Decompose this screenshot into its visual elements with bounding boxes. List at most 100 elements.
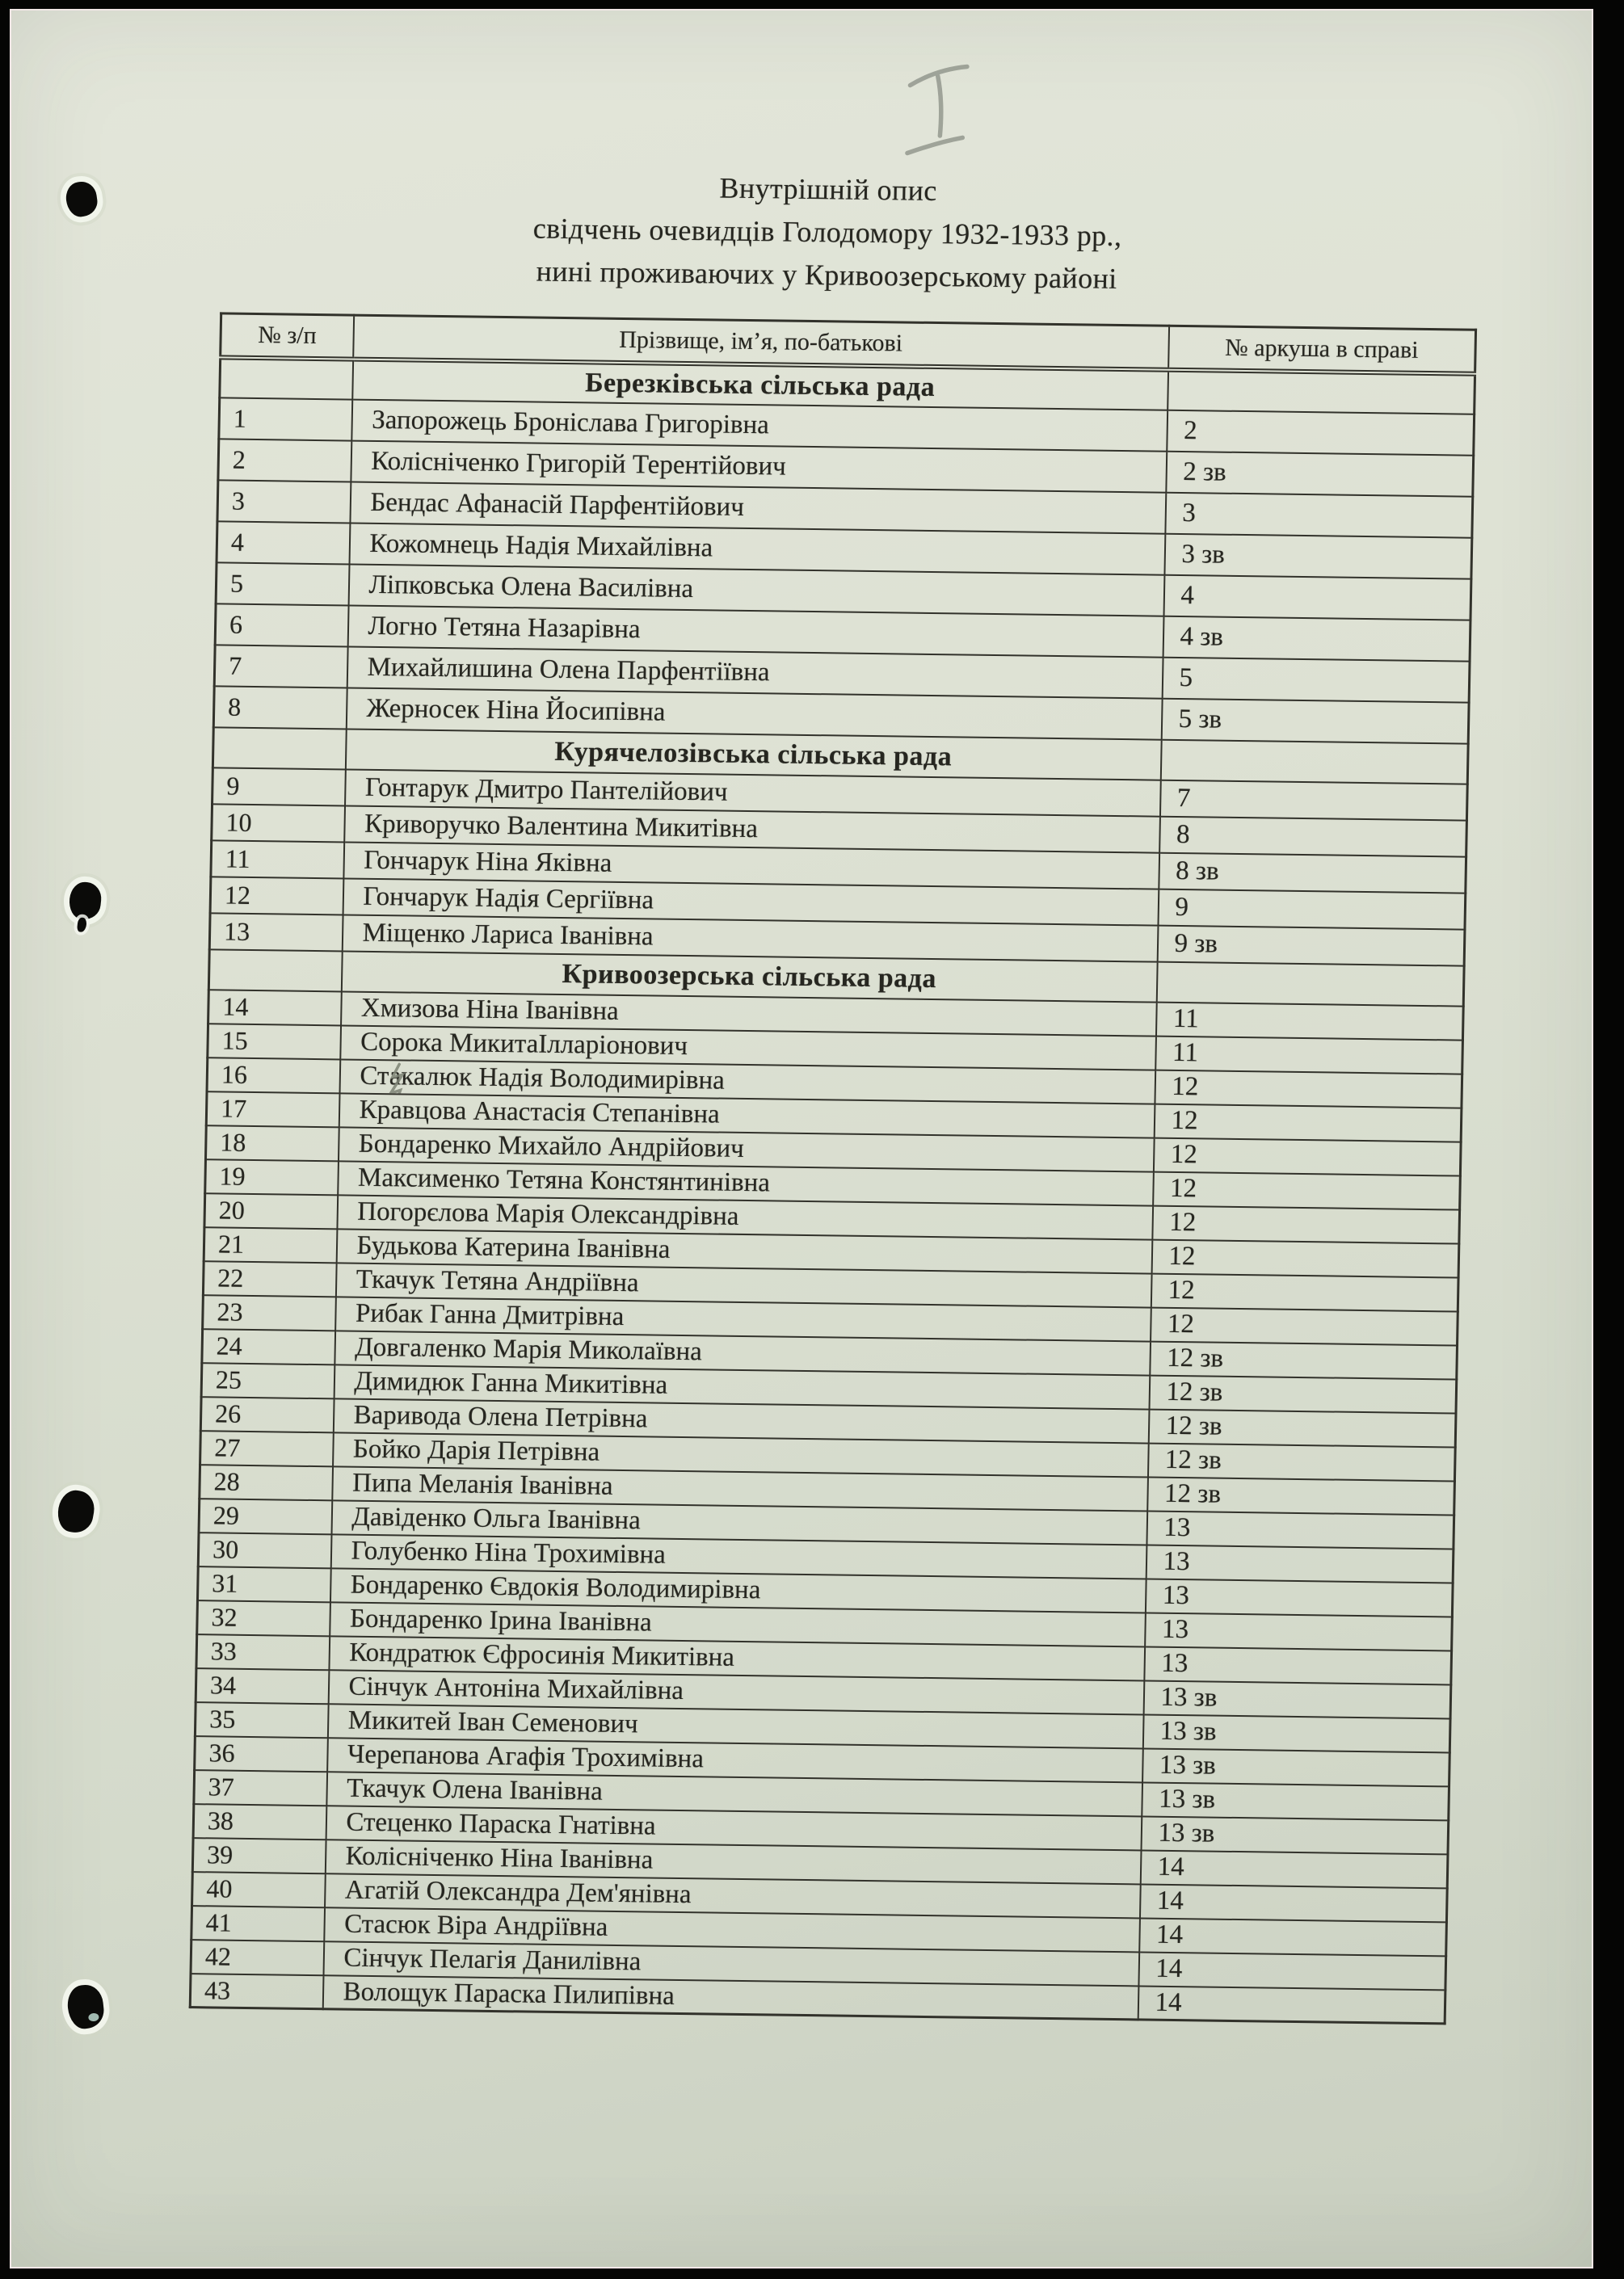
sheet-number-cell: 13 зв <box>1143 1680 1451 1718</box>
row-number-cell: 43 <box>190 1973 324 2009</box>
row-number-cell: 18 <box>205 1125 339 1161</box>
sheet-number-cell: 3 <box>1164 492 1473 538</box>
section-empty-cell <box>219 356 353 400</box>
sheet-number-cell: 4 зв <box>1163 616 1470 662</box>
row-number-cell: 8 <box>213 685 347 729</box>
row-number-cell: 31 <box>197 1566 331 1602</box>
sheet-number-cell: 13 <box>1144 1613 1453 1650</box>
sheet-number-cell: 5 зв <box>1161 698 1470 744</box>
page-content: Внутрішній опис свідчень очевидців Голод… <box>11 11 1592 2267</box>
row-number-cell: 22 <box>203 1260 337 1297</box>
row-number-cell: 16 <box>207 1057 340 1093</box>
col-header-row-number: № з/п <box>220 313 354 360</box>
sheet-number-cell: 8 зв <box>1158 852 1466 894</box>
row-number-cell: 30 <box>198 1532 332 1568</box>
row-number-cell: 40 <box>191 1871 326 1907</box>
row-number-cell: 15 <box>207 1023 341 1059</box>
row-number-cell: 34 <box>196 1667 329 1704</box>
sheet-number-cell: 12 <box>1151 1205 1460 1244</box>
section-empty-cell <box>1160 739 1469 784</box>
row-number-cell: 39 <box>192 1837 326 1873</box>
sheet-number-cell: 12 <box>1151 1273 1459 1312</box>
row-number-cell: 28 <box>199 1464 333 1500</box>
row-number-cell: 23 <box>202 1294 336 1331</box>
row-number-cell: 36 <box>194 1735 328 1772</box>
sheet-number-cell: 13 зв <box>1141 1815 1449 1854</box>
row-number-cell: 20 <box>204 1192 338 1229</box>
sheet-number-cell: 13 <box>1146 1511 1454 1549</box>
sheet-number-cell: 8 <box>1159 816 1467 857</box>
section-empty-cell <box>208 948 343 991</box>
row-number-cell: 19 <box>204 1158 339 1195</box>
row-number-cell: 4 <box>217 520 350 565</box>
sheet-number-cell: 9 <box>1157 889 1466 930</box>
row-number-cell: 41 <box>191 1905 325 1941</box>
row-number-cell: 33 <box>196 1634 330 1670</box>
row-number-cell: 14 <box>208 989 342 1025</box>
sheet-number-cell: 7 <box>1159 780 1468 821</box>
sheet-number-cell: 14 <box>1139 1883 1448 1922</box>
row-number-cell: 12 <box>210 876 343 915</box>
sheet-number-cell: 12 <box>1153 1137 1462 1176</box>
sheet-number-cell: 3 зв <box>1163 533 1472 579</box>
paper-sheet: Внутрішній опис свідчень очевидців Голод… <box>10 9 1593 2268</box>
sheet-number-cell: 2 зв <box>1165 451 1474 497</box>
row-number-cell: 42 <box>191 1939 324 1975</box>
sheet-number-cell: 13 зв <box>1142 1747 1450 1786</box>
row-number-cell: 13 <box>209 912 343 951</box>
sheet-number-cell: 12 зв <box>1149 1341 1458 1380</box>
row-number-cell: 7 <box>214 644 348 687</box>
sheet-number-cell: 14 <box>1138 1951 1446 1990</box>
row-number-cell: 3 <box>217 479 351 523</box>
handwritten-roman-numeral-one <box>905 64 970 156</box>
sheet-number-cell: 13 зв <box>1142 1713 1451 1752</box>
row-number-cell: 26 <box>200 1396 334 1432</box>
row-number-cell: 2 <box>217 438 351 482</box>
row-number-cell: 5 <box>216 561 350 606</box>
sheet-number-cell: 2 <box>1166 410 1475 456</box>
row-number-cell: 35 <box>195 1701 329 1738</box>
sheet-number-cell: 13 <box>1146 1545 1454 1583</box>
row-number-cell: 1 <box>218 397 352 441</box>
sheet-number-cell: 13 зв <box>1141 1781 1449 1820</box>
sheet-number-cell: 11 <box>1155 1036 1463 1074</box>
sheet-number-cell: 13 <box>1143 1646 1452 1684</box>
row-number-cell: 24 <box>201 1328 335 1364</box>
row-number-cell: 29 <box>199 1498 332 1534</box>
section-empty-cell <box>1167 369 1475 414</box>
sheet-number-cell: 14 <box>1140 1849 1448 1888</box>
sheet-number-cell: 12 <box>1151 1239 1459 1278</box>
sheet-number-cell: 5 <box>1162 657 1470 703</box>
row-number-cell: 9 <box>212 767 346 805</box>
sheet-number-cell: 11 <box>1155 1002 1464 1041</box>
document-title: Внутрішній опис свідчень очевидців Голод… <box>212 160 1443 305</box>
sheet-number-cell: 12 <box>1154 1104 1462 1142</box>
sheet-number-cell: 12 зв <box>1149 1375 1457 1414</box>
sheet-number-cell: 12 <box>1154 1070 1462 1108</box>
row-number-cell: 32 <box>196 1600 330 1636</box>
sheet-number-cell: 12 зв <box>1147 1443 1456 1482</box>
row-number-cell: 38 <box>193 1803 326 1840</box>
sheet-number-cell: 12 <box>1152 1171 1461 1210</box>
sheet-number-cell: 9 зв <box>1157 925 1465 966</box>
sheet-number-cell: 14 <box>1138 1917 1447 1956</box>
section-empty-cell <box>212 726 347 769</box>
row-number-cell: 21 <box>204 1226 337 1263</box>
row-number-cell: 37 <box>193 1769 327 1806</box>
sheet-number-cell: 14 <box>1138 1985 1445 2024</box>
sheet-number-cell: 12 зв <box>1148 1409 1456 1448</box>
row-number-cell: 25 <box>201 1362 334 1398</box>
inventory-table: № з/п Прізвище, ім’я, по-батькові № арку… <box>188 312 1478 2025</box>
col-header-sheet-number: № аркуша в справі <box>1168 326 1476 374</box>
row-number-cell: 6 <box>215 603 349 647</box>
row-number-cell: 10 <box>211 803 345 842</box>
row-number-cell: 27 <box>200 1430 334 1466</box>
table-body: Березківська сільська рада 1 Запорожець Бр… <box>190 356 1475 2024</box>
sheet-number-cell: 12 <box>1150 1307 1458 1346</box>
row-number-cell: 17 <box>206 1091 340 1127</box>
sheet-number-cell: 4 <box>1163 574 1471 620</box>
section-empty-cell <box>1156 961 1465 1007</box>
sheet-number-cell: 13 <box>1145 1579 1454 1617</box>
row-number-cell: 11 <box>210 839 344 878</box>
